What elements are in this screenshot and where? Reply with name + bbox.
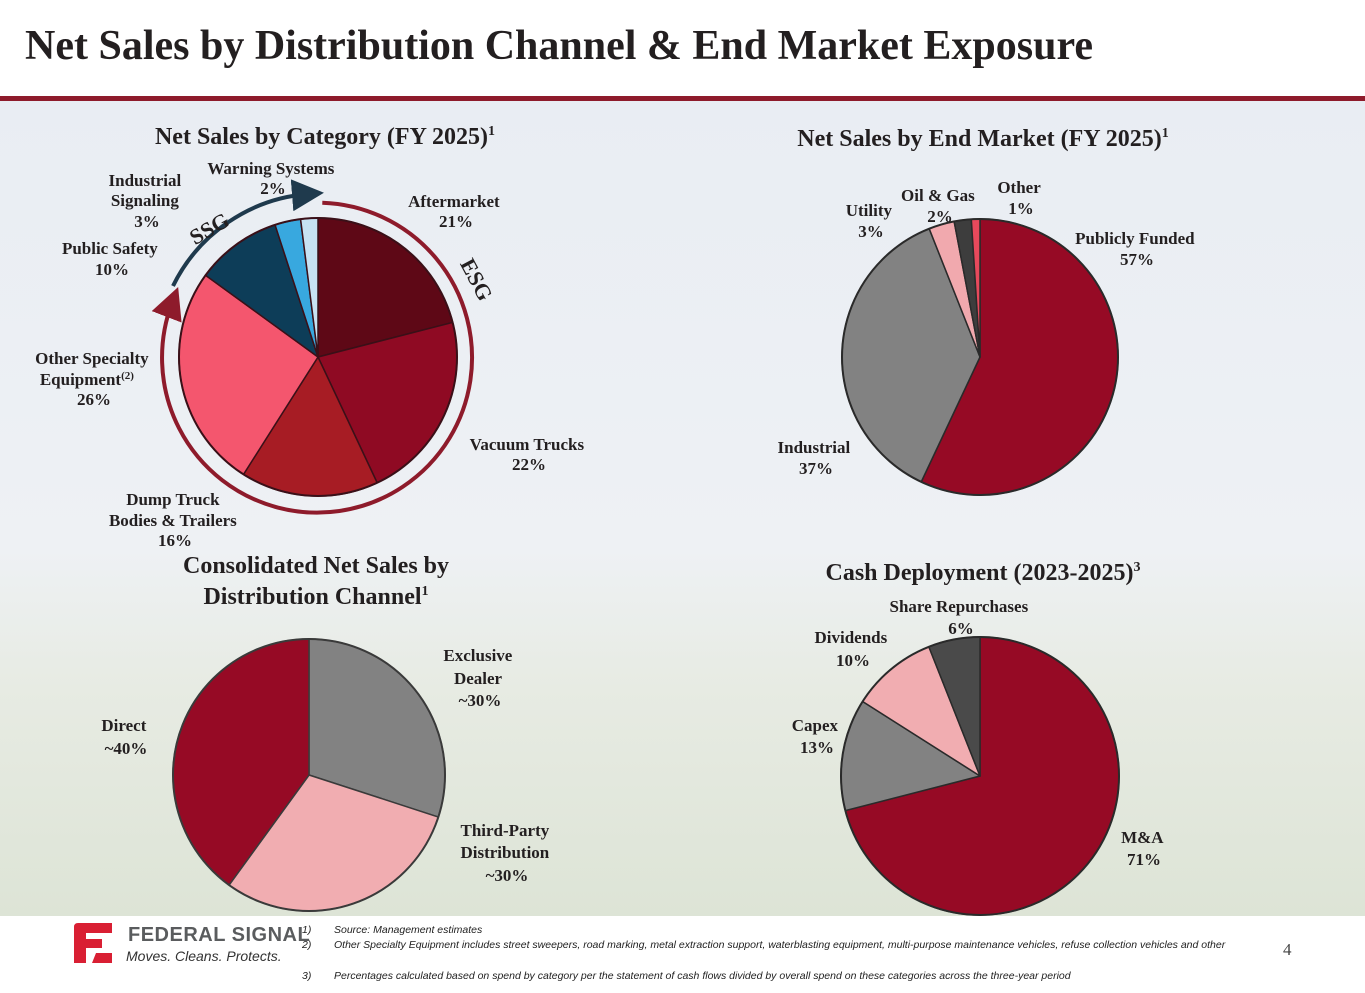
distribution-chart-title-line1: Consolidated Net Sales by	[183, 553, 449, 579]
label-share-repurchases: Share Repurchases 6%	[890, 597, 1033, 638]
label-publicly-funded: Publicly Funded 57%	[1075, 229, 1199, 269]
pie3-outline	[172, 638, 446, 912]
pie1-outline	[178, 217, 458, 497]
label-capex: Capex 13%	[792, 716, 843, 757]
ssg-group-label: SSG	[185, 207, 234, 249]
category-chart-title: Net Sales by Category (FY 2025)1	[155, 124, 495, 150]
footnote-1: 1) Source: Management estimates	[302, 924, 483, 936]
footnote-3: 3) Percentages calculated based on spend …	[302, 970, 1071, 982]
label-direct: Direct ~40%	[101, 716, 150, 758]
esg-group-arc	[151, 200, 475, 515]
end-market-chart-title: Net Sales by End Market (FY 2025)1	[797, 126, 1168, 152]
footnote-2: 2) Other Specialty Equipment includes str…	[302, 939, 1226, 951]
cash-deployment-chart: Cash Deployment (2023-2025)3 M&A 71% Cap…	[792, 560, 1167, 916]
label-utility: Utility 3%	[846, 201, 897, 241]
brand-name: FEDERAL SIGNAL	[128, 924, 311, 946]
label-warning-systems: Warning Systems 2%	[207, 159, 338, 198]
category-chart: Net Sales by Category (FY 2025)1 ESG SSG…	[35, 124, 589, 550]
category-pie	[178, 217, 458, 497]
label-oil-gas: Oil & Gas 2%	[901, 186, 979, 226]
label-other: Other 1%	[997, 178, 1044, 218]
distribution-pie	[172, 638, 446, 912]
footer-area	[0, 916, 1365, 993]
page-number: 4	[1283, 940, 1292, 959]
label-dividends: Dividends 10%	[815, 628, 892, 670]
label-industrial: Industrial 37%	[778, 438, 855, 478]
label-ma: M&A 71%	[1121, 828, 1167, 869]
cash-deployment-pie	[840, 636, 1120, 916]
label-dump-truck: Dump Truck Bodies & Trailers 16%	[109, 490, 241, 550]
page-title: Net Sales by Distribution Channel & End …	[25, 23, 1094, 69]
header-divider	[0, 96, 1365, 101]
header-bar: Net Sales by Distribution Channel & End …	[0, 0, 1365, 96]
label-aftermarket: Aftermarket 21%	[408, 192, 504, 231]
end-market-chart: Net Sales by End Market (FY 2025)1 Publi…	[778, 126, 1199, 496]
label-exclusive-dealer: Exclusive Dealer ~30%	[443, 646, 516, 710]
cash-deployment-chart-title: Cash Deployment (2023-2025)3	[826, 560, 1141, 586]
pie2-outline	[841, 218, 1119, 496]
pie4-outline	[840, 636, 1120, 916]
federal-signal-logo-icon	[74, 923, 112, 963]
label-other-specialty: Other Specialty Equipment(2) 26%	[35, 349, 153, 409]
label-industrial-signaling: Industrial Signaling 3%	[109, 171, 186, 231]
label-third-party: Third-Party Distribution ~30%	[460, 821, 553, 885]
label-public-safety: Public Safety 10%	[62, 239, 162, 279]
distribution-chart: Consolidated Net Sales by Distribution C…	[101, 553, 553, 912]
brand-tagline: Moves. Cleans. Protects.	[126, 948, 282, 964]
ssg-group-arc	[171, 179, 324, 287]
label-vacuum-trucks: Vacuum Trucks 22%	[470, 435, 589, 474]
end-market-pie	[841, 218, 1119, 496]
distribution-chart-title-line2: Distribution Channel1	[203, 584, 428, 610]
